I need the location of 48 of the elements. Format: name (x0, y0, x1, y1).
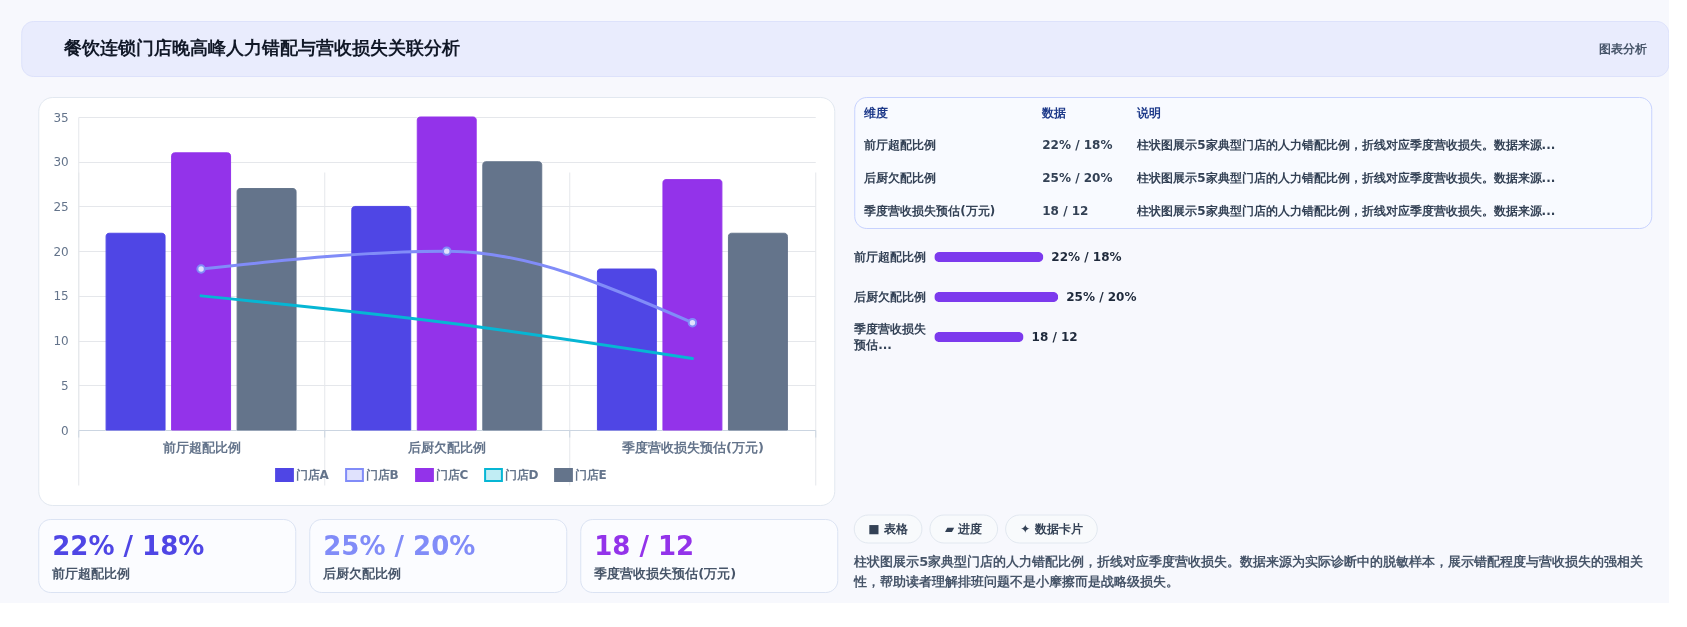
text: 22% / 18% (52, 531, 205, 561)
y-tick-label: 25 (53, 199, 69, 214)
legend-label: 门店A (295, 468, 330, 482)
text: ✦ 数据卡片 (1020, 522, 1083, 536)
text: 数据 (1041, 106, 1067, 120)
text: 18 / 12 (1042, 204, 1089, 218)
point (442, 246, 452, 256)
point (196, 264, 206, 274)
data-label: 22% / 18% (1051, 250, 1122, 264)
text: 25% / 20% (323, 531, 476, 561)
text: 前厅超配比例 (863, 138, 937, 152)
legend-label: 门店B (365, 468, 399, 482)
y-tick-label: 后厨欠配比例 (853, 290, 927, 304)
text: 柱状图展示5家典型门店的人力错配比例，折线对应季度营收损失。数据来源为实际诊断中的脱敏样本，展示错配程度与营收损失的强相关性，帮助读者理解排班问题不是小摩擦而是战略级损失。 (853, 554, 1645, 589)
legend-label: 门店E (574, 468, 607, 482)
text: 季度营收损失预估(万元) (863, 204, 996, 218)
text: 餐饮连锁门店晚高峰人力错配与营收损失关联分析 (63, 36, 461, 58)
data-label: 25% / 20% (1066, 290, 1137, 304)
legend-label: 门店C (435, 468, 469, 482)
text: 柱状图展示5家典型门店的人力错配比例，折线对应季度营收损失。数据来源... (1136, 138, 1556, 152)
text: 维度 (863, 106, 889, 120)
y-tick-label: 20 (53, 244, 69, 259)
x-tick-label: 季度营收损失预估(万元) (620, 439, 764, 455)
y-tick-label: 30 (53, 155, 69, 170)
text: 柱状图展示5家典型门店的人力错配比例，折线对应季度营收损失。数据来源... (1136, 204, 1556, 218)
text: 18 / 12 (594, 531, 695, 561)
text: ■ 表格 (868, 522, 909, 536)
text: 22% / 18% (1042, 138, 1113, 152)
y-tick-label: 前厅超配比例 (853, 250, 927, 264)
y-tick-label: 0 (61, 423, 69, 438)
text: 25% / 20% (1042, 171, 1113, 185)
legend-label: 门店D (504, 468, 539, 482)
x-tick-label: 前厅超配比例 (161, 439, 241, 455)
text: ▰ 进度 (945, 522, 983, 536)
y-tick-label: 35 (53, 110, 69, 125)
annotation: 18 / 12 (1031, 330, 1078, 344)
x-tick-label: 后厨欠配比例 (407, 439, 487, 455)
point (687, 317, 698, 328)
y-tick-label: 10 (53, 334, 69, 349)
text: 季度营收损失预估(万元) (593, 566, 737, 581)
text: 后厨欠配比例 (322, 566, 402, 581)
text: 后厨欠配比例 (863, 171, 937, 185)
text: 图表分析 (1599, 41, 1648, 56)
text: 柱状图展示5家典型门店的人力错配比例，折线对应季度营收损失。数据来源... (1136, 171, 1556, 185)
y-tick-label: 5 (61, 378, 69, 393)
y-tick-label: 15 (53, 289, 69, 304)
text: 说明 (1136, 106, 1162, 120)
y-tick-label: 季度营收损失预估... (853, 322, 928, 352)
